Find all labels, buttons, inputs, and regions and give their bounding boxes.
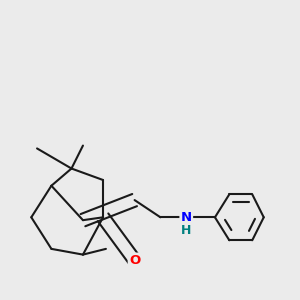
Text: O: O	[129, 254, 140, 267]
Text: N: N	[181, 211, 192, 224]
Text: H: H	[181, 224, 191, 237]
